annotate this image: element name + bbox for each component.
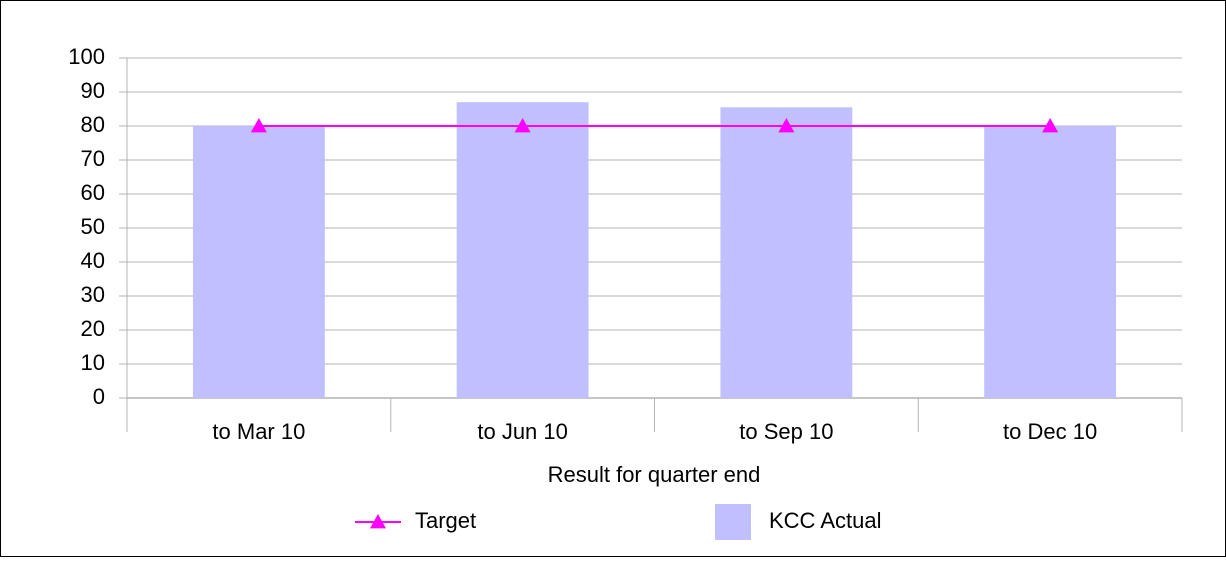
marker [250, 118, 267, 133]
x-tick-label: to Sep 10 [739, 419, 833, 444]
bar [720, 107, 853, 399]
y-tick-label: 10 [81, 350, 105, 375]
y-tick-label: 60 [81, 180, 105, 205]
y-tick-label: 80 [81, 112, 105, 137]
bar [456, 102, 589, 398]
legend-label: KCC Actual [769, 508, 882, 533]
y-tick-label: 50 [81, 214, 105, 239]
bar [984, 126, 1117, 398]
x-tick-label: to Jun 10 [477, 419, 568, 444]
x-tick-label: to Dec 10 [1003, 419, 1097, 444]
marker [514, 118, 531, 133]
legend-label: Target [415, 508, 476, 533]
bar [192, 126, 325, 398]
x-tick-label: to Mar 10 [212, 419, 305, 444]
legend-swatch [715, 504, 751, 540]
marker [1042, 118, 1059, 133]
y-tick-label: 0 [93, 384, 105, 409]
y-tick-label: 100 [68, 44, 105, 69]
y-tick-label: 90 [81, 78, 105, 103]
marker [778, 118, 795, 133]
y-tick-label: 70 [81, 146, 105, 171]
x-axis-title: Result for quarter end [548, 462, 761, 487]
y-tick-label: 20 [81, 316, 105, 341]
legend-marker [370, 514, 386, 529]
y-tick-label: 30 [81, 282, 105, 307]
y-tick-label: 40 [81, 248, 105, 273]
